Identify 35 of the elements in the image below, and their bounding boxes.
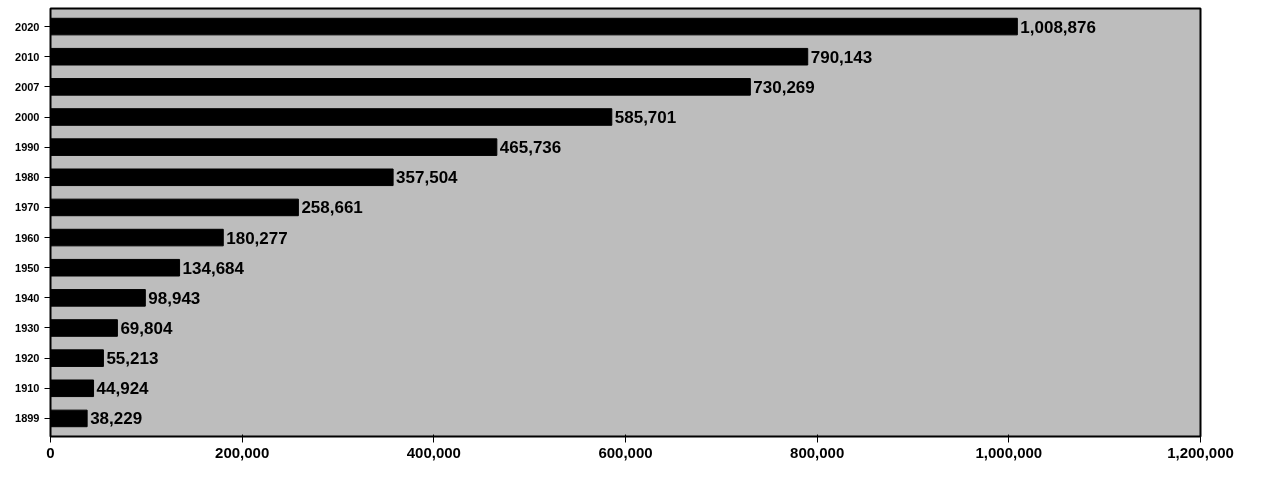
data-label: 258,661 (301, 198, 363, 218)
y-tick-label: 2010 (15, 50, 40, 63)
y-tick-label: 1920 (15, 352, 40, 365)
x-tick-label: 1,000,000 (975, 443, 1043, 461)
data-label: 134,684 (182, 258, 245, 278)
data-label: 69,804 (120, 318, 173, 338)
x-tick-label: 800,000 (790, 443, 845, 461)
x-tick-label: 200,000 (215, 443, 270, 461)
data-label: 38,229 (90, 409, 143, 429)
data-label: 357,504 (396, 168, 459, 188)
data-label: 98,943 (148, 288, 201, 308)
y-tick-label: 1899 (15, 412, 40, 425)
data-label: 465,736 (499, 138, 562, 158)
y-tick-label: 1940 (15, 291, 40, 304)
data-label: 55,213 (106, 349, 159, 369)
data-label: 180,277 (226, 228, 288, 248)
x-tick-label: 0 (46, 443, 55, 461)
y-tick-label: 2020 (15, 20, 40, 33)
x-tick-label: 400,000 (406, 443, 461, 461)
data-label: 44,924 (96, 379, 150, 399)
y-tick-label: 1960 (15, 231, 40, 244)
data-label: 1,008,876 (1020, 17, 1096, 37)
y-tick-label: 1970 (15, 201, 40, 214)
y-tick-label: 1910 (15, 382, 40, 395)
y-tick-label: 2000 (15, 111, 40, 124)
y-tick-label: 1980 (15, 171, 40, 184)
data-label: 585,701 (614, 108, 677, 128)
data-label: 730,269 (753, 77, 815, 97)
y-tick-label: 1930 (15, 321, 40, 334)
x-tick-label: 1,200,000 (1167, 443, 1234, 461)
data-label: 790,143 (810, 47, 873, 67)
y-tick-label: 1950 (15, 261, 40, 274)
x-tick-label: 600,000 (598, 443, 653, 461)
y-tick-label: 1990 (15, 141, 40, 154)
y-tick-label: 2007 (15, 80, 40, 93)
